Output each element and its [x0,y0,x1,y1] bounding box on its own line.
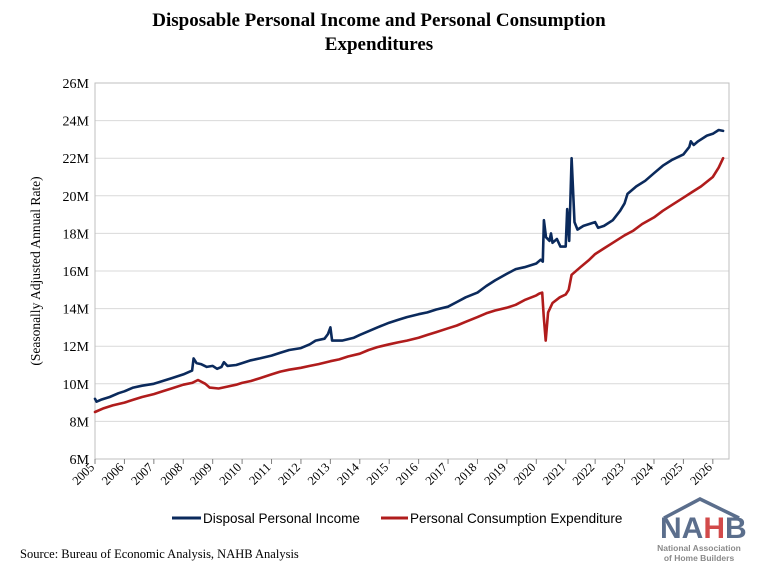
legend-label-consumption: Personal Consumption Expenditure [410,511,622,526]
y-tick-label: 16M [63,265,90,280]
x-tick-label: 2019 [481,460,509,488]
x-tick-label: 2008 [158,460,186,488]
y-axis-label: (Seasonally Adjusted Annual Rate) [28,176,43,365]
y-axis-ticks: 6M 8M 10M 12M 14M 16M 18M 20M 22M 24M 26M [63,77,90,468]
x-tick-label: 2018 [452,460,480,488]
chart-title-line-2: Expenditures [325,34,433,55]
y-tick-label: 22M [63,152,90,167]
plot-area [94,82,730,460]
x-tick-label: 2009 [187,460,215,488]
x-tick-label: 2022 [570,460,598,488]
x-tick-label: 2014 [334,460,362,488]
legend-label-income: Disposal Personal Income [203,511,360,526]
x-tick-label: 2013 [305,460,333,488]
x-axis-ticks: 2005 2006 2007 2008 2009 2010 2011 2012 2013 2014… [70,459,715,488]
series-line-disposable-income [93,128,725,403]
series-line-consumption [93,156,725,414]
x-tick-label: 2020 [511,460,539,488]
x-tick-label: 2010 [217,460,245,488]
x-tick-label: 2015 [364,460,392,488]
logo-wordmark: NAHB [660,512,747,545]
x-tick-label: 2026 [687,460,715,488]
x-tick-label: 2012 [275,460,303,488]
y-tick-label: 18M [63,227,90,242]
y-tick-label: 14M [63,303,90,318]
x-tick-label: 2017 [423,460,451,488]
x-tick-label: 2021 [540,460,568,488]
series-lines [93,128,725,414]
source-note: Source: Bureau of Economic Analysis, NAH… [20,547,299,561]
x-tick-label: 2007 [128,460,156,488]
legend: Disposal Personal Income Personal Consum… [172,511,622,526]
logo-subtitle-1: National Association [657,543,741,553]
x-tick-label: 2006 [99,460,127,488]
y-tick-label: 8M [70,415,90,430]
x-tick-label: 2023 [599,460,627,488]
x-tick-label: 2016 [393,460,421,488]
y-tick-label: 26M [63,77,90,92]
x-tick-label: 2011 [246,460,273,487]
y-tick-label: 6M [70,453,90,468]
gridlines [95,82,729,460]
y-tick-label: 24M [63,115,90,130]
x-tick-label: 2024 [629,460,657,488]
logo-subtitle-2: of Home Builders [664,553,735,563]
y-tick-label: 12M [63,340,90,355]
chart-title-line-1: Disposable Personal Income and Personal … [152,10,606,31]
logo-roof-icon [663,497,740,520]
y-tick-label: 10M [63,378,90,393]
nahb-logo: NAHB National Association of Home Builde… [657,497,747,563]
y-tick-label: 20M [63,190,90,205]
x-tick-label: 2025 [658,460,686,488]
